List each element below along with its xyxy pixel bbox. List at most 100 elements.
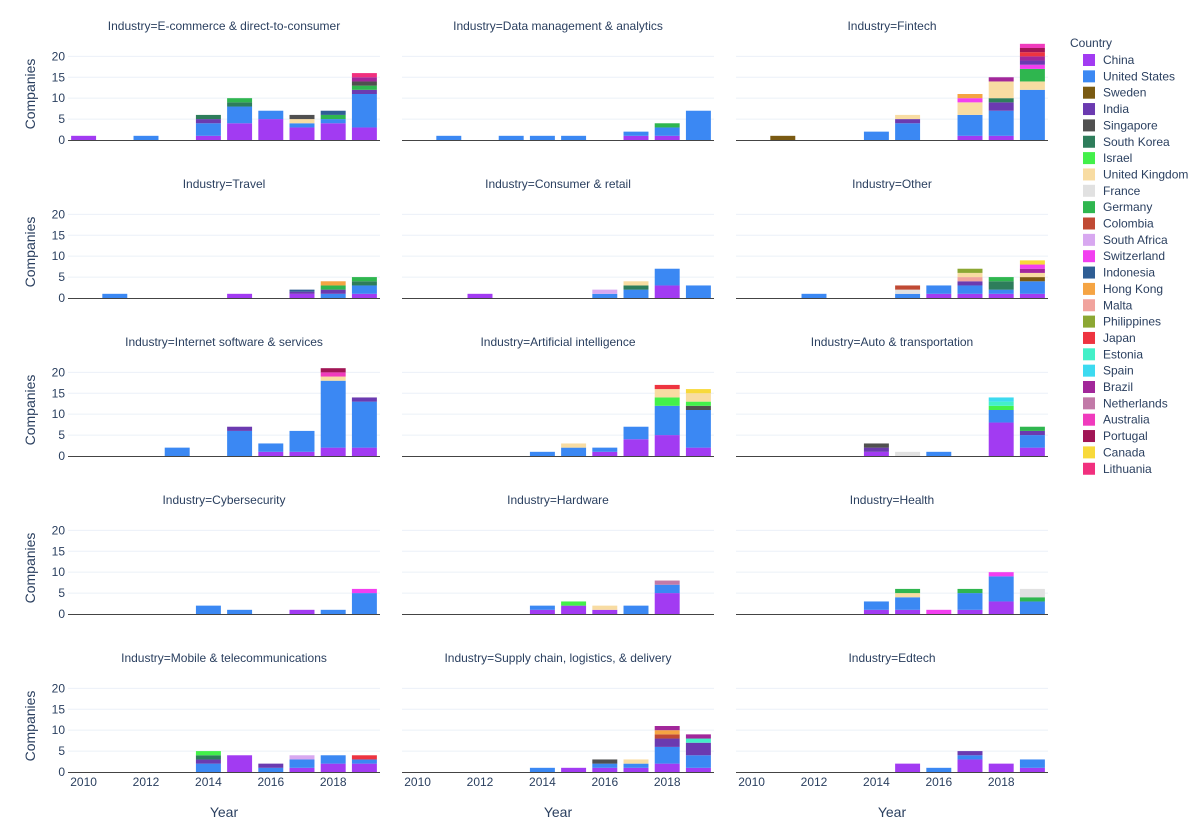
- y-tick-label: 0: [58, 607, 65, 621]
- bar-segment: [895, 451, 921, 456]
- y-tick-label: 10: [52, 249, 66, 263]
- y-axis-title: Companies: [22, 691, 38, 762]
- bar-segment: [195, 114, 221, 120]
- legend-item: India: [1083, 102, 1129, 116]
- legend-item: Germany: [1083, 200, 1152, 214]
- bar-segment: [685, 285, 711, 298]
- bar-segment: [289, 289, 315, 292]
- bar-segment: [623, 767, 649, 772]
- bar-segment: [320, 380, 346, 448]
- bar-segment: [623, 135, 649, 140]
- y-axis-title: Companies: [22, 217, 38, 288]
- bar-segment: [926, 285, 952, 294]
- bar-segment: [351, 127, 377, 140]
- bar-segment: [1019, 56, 1045, 61]
- bar-segment: [895, 763, 921, 772]
- facet-title: Industry=Edtech: [848, 651, 935, 665]
- x-tick-label: 2014: [529, 775, 556, 789]
- bar-segment: [561, 601, 587, 606]
- bar-segment: [289, 755, 315, 760]
- legend-swatch: [1083, 413, 1095, 426]
- y-tick-label: 15: [52, 544, 66, 558]
- legend-item: Brazil: [1083, 380, 1133, 394]
- legend-swatch: [1083, 217, 1095, 230]
- bar-segment: [529, 609, 555, 614]
- bar-segment: [895, 114, 921, 120]
- legend: Country China United States Sweden India Sing…: [1070, 36, 1188, 476]
- bar-segment: [320, 763, 346, 772]
- bar-segment: [195, 751, 221, 756]
- bar-segment: [957, 135, 983, 140]
- bar-segment: [988, 410, 1014, 423]
- bar-segment: [957, 588, 983, 594]
- legend-item: Indonesia: [1083, 266, 1155, 280]
- bar-segment: [289, 119, 315, 124]
- bar-segment: [320, 609, 346, 614]
- bar-segment: [957, 593, 983, 610]
- bar-segment: [351, 285, 377, 294]
- x-tick-label: 2016: [591, 775, 618, 789]
- bar-segment: [654, 746, 680, 764]
- bar-segment: [351, 447, 377, 456]
- legend-label: Lithuania: [1103, 462, 1152, 476]
- legend-swatch: [1083, 119, 1095, 132]
- bar-segment: [957, 293, 983, 298]
- bar-segment: [258, 451, 284, 456]
- bar-segment: [227, 123, 253, 140]
- bar-segment: [654, 135, 680, 140]
- y-axis-title: Companies: [22, 59, 38, 130]
- bar-segment: [592, 609, 618, 614]
- legend-swatch: [1083, 233, 1095, 246]
- legend-label: France: [1103, 184, 1141, 198]
- bar-segment: [863, 443, 889, 448]
- bar-segment: [467, 293, 493, 298]
- facet-panel: 2010 2012 2014 2016 2018 Year Industry=Supply …: [402, 651, 714, 820]
- legend-item: Japan: [1083, 331, 1136, 345]
- bar-segment: [133, 135, 159, 140]
- bar-segment: [529, 605, 555, 610]
- bar-segment: [320, 119, 346, 124]
- y-tick-label: 20: [52, 681, 66, 695]
- y-tick-label: 20: [52, 49, 66, 63]
- bar-segment: [895, 293, 921, 298]
- bar-segment: [863, 131, 889, 140]
- bar-segment: [195, 759, 221, 764]
- legend-item: Malta: [1083, 298, 1133, 312]
- bar-segment: [988, 81, 1014, 99]
- legend-swatch: [1083, 70, 1095, 83]
- bar-segment: [988, 293, 1014, 298]
- bar-segment: [623, 281, 649, 286]
- legend-label: India: [1103, 102, 1129, 116]
- y-tick-label: 10: [52, 91, 66, 105]
- bar-segment: [1019, 597, 1045, 602]
- bar-segment: [320, 289, 346, 294]
- bar-segment: [1019, 272, 1045, 278]
- bar-segment: [685, 767, 711, 772]
- bar-segment: [1019, 52, 1045, 57]
- bar-segment: [926, 767, 952, 772]
- bar-segment: [1019, 81, 1045, 90]
- legend-swatch: [1083, 430, 1095, 443]
- legend-item: Sweden: [1083, 86, 1146, 100]
- legend-label: Spain: [1103, 364, 1134, 378]
- bar-segment: [895, 119, 921, 124]
- legend-item: France: [1083, 184, 1141, 198]
- bar-segment: [289, 609, 315, 614]
- bar-segment: [351, 755, 377, 760]
- facet-title: Industry=Artificial intelligence: [480, 335, 635, 349]
- legend-label: Portugal: [1103, 429, 1148, 443]
- y-tick-label: 5: [58, 428, 65, 442]
- bar-segment: [320, 755, 346, 764]
- bar-segment: [561, 443, 587, 448]
- bar-segment: [957, 751, 983, 756]
- bar-segment: [195, 763, 221, 772]
- bar-segment: [988, 422, 1014, 456]
- y-tick-label: 20: [52, 523, 66, 537]
- x-tick-label: 2010: [738, 775, 765, 789]
- bar-segment: [957, 94, 983, 99]
- y-tick-label: 20: [52, 207, 66, 221]
- legend-swatch: [1083, 250, 1095, 263]
- bar-segment: [988, 102, 1014, 111]
- y-tick-label: 0: [58, 133, 65, 147]
- bar-segment: [227, 609, 253, 614]
